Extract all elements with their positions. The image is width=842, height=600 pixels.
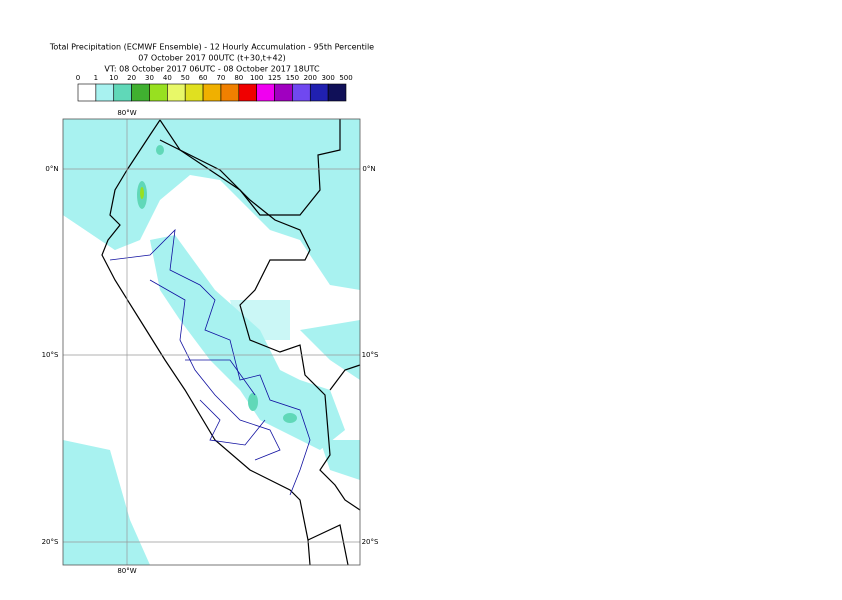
title-line: 07 October 2017 00UTC (t+30,t+42) [138, 54, 286, 63]
legend-label: 300 [321, 74, 334, 82]
lon-label: 80°W [117, 109, 136, 117]
lat-label: 10°S [42, 351, 59, 359]
legend-label: 125 [268, 74, 281, 82]
legend-swatch [202, 83, 222, 102]
legend-swatch [309, 83, 329, 102]
legend-label: 1 [94, 74, 98, 82]
legend-label: 200 [304, 74, 317, 82]
legend-label: 20 [127, 74, 136, 82]
legend-label: 150 [286, 74, 299, 82]
region-borders [109, 228, 311, 496]
legend-label: 50 [181, 74, 190, 82]
legend-swatch [327, 83, 347, 102]
legend-swatch [238, 83, 257, 102]
legend-label: 500 [339, 74, 352, 82]
legend-label: 0 [76, 74, 80, 82]
lon-label: 80°W [117, 567, 136, 575]
precip-areas [63, 119, 360, 565]
legend-swatch [167, 83, 186, 102]
legend-swatch [149, 83, 168, 102]
title-line: VT: 08 October 2017 06UTC - 08 October 2… [104, 65, 320, 74]
lat-label: 0°N [362, 165, 375, 173]
legend-label: 40 [163, 74, 172, 82]
legend-swatch [256, 83, 275, 102]
legend-label: 30 [145, 74, 154, 82]
legend-label: 100 [250, 74, 263, 82]
legend-swatch [274, 83, 293, 102]
precip-area [140, 187, 144, 199]
legend-swatch [220, 83, 240, 102]
map: 0°N 0°N 10°S 10°S 20°S 20°S 80°W 80°W [42, 109, 379, 575]
legend-label: 60 [199, 74, 208, 82]
legend-label: 70 [216, 74, 225, 82]
legend-swatch [292, 83, 311, 102]
lat-label: 20°S [362, 538, 379, 546]
legend-swatch [131, 83, 150, 102]
title-line: Total Precipitation (ECMWF Ensemble) - 1… [49, 43, 374, 52]
legend-swatch [95, 83, 115, 102]
legend-swatch [113, 83, 132, 102]
legend-label: 10 [109, 74, 118, 82]
legend-label: 80 [234, 74, 243, 82]
color-legend: 0 1 10 20 30 40 50 60 70 80 100 125 150 200 300 500 [76, 74, 353, 102]
lat-label: 10°S [362, 351, 379, 359]
borders [101, 119, 361, 566]
legend-swatch [184, 83, 204, 102]
graticule [63, 119, 360, 565]
lat-label: 20°S [42, 538, 59, 546]
title-block: Total Precipitation (ECMWF Ensemble) - 1… [49, 43, 374, 74]
map-frame [62, 118, 361, 566]
legend-swatch [77, 83, 97, 102]
lat-label: 0°N [45, 165, 58, 173]
